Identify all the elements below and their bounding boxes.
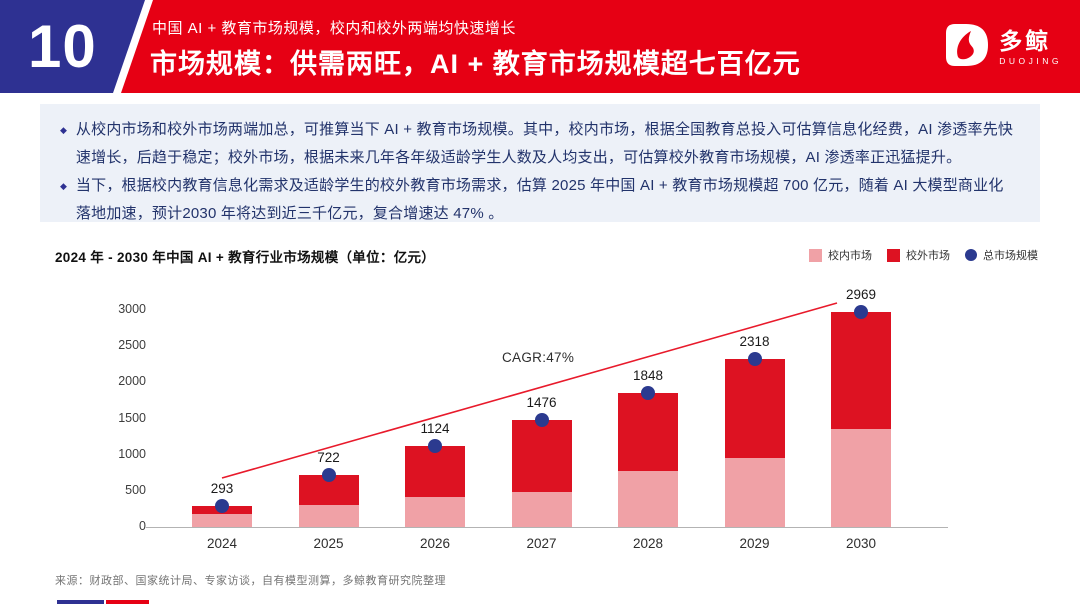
- bar-inner-segment-2024: [192, 513, 252, 527]
- legend-label: 校外市场: [906, 250, 950, 262]
- bar-outer-segment-2028: [618, 393, 678, 471]
- legend-swatch-circle: [965, 249, 977, 261]
- legend-swatch-square: [809, 248, 822, 262]
- legend-item: 总市场规模: [965, 247, 1038, 263]
- y-axis-tick-label: 1000: [118, 446, 146, 461]
- chart-legend: 校内市场 校外市场 总市场规模: [809, 247, 1038, 263]
- page-number: 10: [28, 12, 97, 80]
- total-value-label-2027: 1476: [526, 395, 557, 411]
- y-axis-tick-label: 0: [139, 519, 146, 533]
- bar-outer-segment-2029: [724, 359, 785, 459]
- bar-inner-segment-2029: [724, 458, 785, 527]
- x-axis-label-2024: 2024: [206, 536, 238, 551]
- footer-decor-strip: [57, 600, 149, 604]
- legend-swatch-square: [887, 248, 900, 262]
- total-value-label-2028: 1848: [632, 368, 664, 384]
- total-marker-dot-2025: [321, 467, 336, 482]
- x-axis-label-2028: 2028: [632, 536, 664, 551]
- y-axis-tick-label: 3000: [118, 302, 146, 316]
- duojing-whale-icon: [944, 22, 990, 73]
- header-bar: 中国 AI + 教育市场规模，校内和校外两端均快速增长 市场规模：供需两旺，AI…: [0, 0, 1080, 93]
- summary-bullet-text: 当下，根据校内教育信息化需求及适龄学生的校外教育市场需求，估算 2025 年中国…: [75, 177, 1004, 222]
- total-value-label-2029: 2318: [739, 334, 770, 350]
- x-axis-label-2026: 2026: [419, 536, 451, 551]
- cagr-annotation: CAGR:47%: [502, 350, 575, 365]
- legend-label: 校内市场: [828, 250, 872, 262]
- total-marker-dot-2026: [428, 438, 442, 453]
- page-title: 市场规模：供需两旺，AI + 教育市场规模超七百亿元: [150, 49, 801, 79]
- brand-name-cn: 多鲸: [999, 27, 1052, 54]
- total-marker-dot-2028: [641, 386, 655, 401]
- diamond-bullet-icon: ◆: [60, 125, 67, 135]
- chart-title: 2024 年 - 2030 年中国 AI + 教育行业市场规模（单位：亿元）: [55, 250, 436, 265]
- x-axis-label-2029: 2029: [739, 536, 770, 551]
- x-axis-label-2030: 2030: [845, 536, 877, 551]
- summary-box: ◆ 从校内市场和校外市场两端加总，可推算当下 AI + 教育市场规模。其中，校内…: [40, 104, 1040, 222]
- legend-label: 总市场规模: [983, 250, 1038, 262]
- total-marker-dot-2030: [854, 305, 868, 320]
- bar-inner-segment-2030: [831, 428, 891, 527]
- total-value-label-2024: 293: [210, 480, 234, 496]
- total-value-label-2030: 2969: [845, 287, 877, 303]
- summary-bullet: ◆ 从校内市场和校外市场两端加总，可推算当下 AI + 教育市场规模。其中，校内…: [60, 116, 1018, 172]
- legend-item: 校内市场: [809, 247, 872, 263]
- total-value-label-2025: 722: [317, 449, 340, 465]
- x-axis-label-2025: 2025: [313, 536, 344, 551]
- y-axis-tick-label: 2000: [118, 374, 146, 389]
- footer-decor-blue: [57, 600, 104, 604]
- bar-inner-segment-2025: [298, 505, 359, 527]
- y-axis-tick-label: 500: [125, 482, 146, 497]
- diamond-bullet-icon: ◆: [60, 181, 67, 191]
- summary-bullet-text: 从校内市场和校外市场两端加总，可推算当下 AI + 教育市场规模。其中，校内市场…: [75, 121, 1014, 166]
- brand-name-en: DUOJING: [999, 56, 1062, 67]
- brand-logo-text: 多鲸 DUOJING: [999, 27, 1062, 67]
- bar-outer-segment-2030: [831, 312, 891, 429]
- total-value-label-2026: 1124: [420, 420, 450, 436]
- bar-inner-segment-2026: [405, 496, 465, 527]
- source-note: 来源：财政部、国家统计局、专家访谈，自有模型测算，多鲸教育研究院整理: [55, 575, 446, 587]
- chart-plot-area: CAGR:47% 0 500 1000 1500 2000 2500 3000 293 2024…: [118, 287, 1030, 560]
- summary-bullet: ◆ 当下，根据校内教育信息化需求及适龄学生的校外教育市场需求，估算 2025 年…: [60, 172, 1018, 228]
- header-kicker: 中国 AI + 教育市场规模，校内和校外两端均快速增长: [152, 20, 516, 37]
- bar-inner-segment-2028: [618, 470, 678, 527]
- bar-inner-segment-2027: [511, 491, 572, 527]
- x-axis-label-2027: 2027: [526, 536, 557, 551]
- x-axis-line: [146, 527, 948, 528]
- y-axis-tick-label: 1500: [118, 410, 146, 425]
- bar-outer-segment-2027: [511, 420, 572, 492]
- bar-outer-segment-2026: [405, 445, 465, 497]
- cagr-trend-line: [221, 302, 838, 479]
- y-axis-tick-label: 2500: [118, 338, 146, 353]
- footer-decor-red: [106, 600, 149, 604]
- legend-item: 校外市场: [887, 247, 950, 263]
- total-marker-dot-2024: [215, 498, 229, 513]
- total-marker-dot-2027: [534, 413, 549, 428]
- brand-logo: 多鲸 DUOJING: [944, 22, 1062, 73]
- total-marker-dot-2029: [747, 352, 762, 367]
